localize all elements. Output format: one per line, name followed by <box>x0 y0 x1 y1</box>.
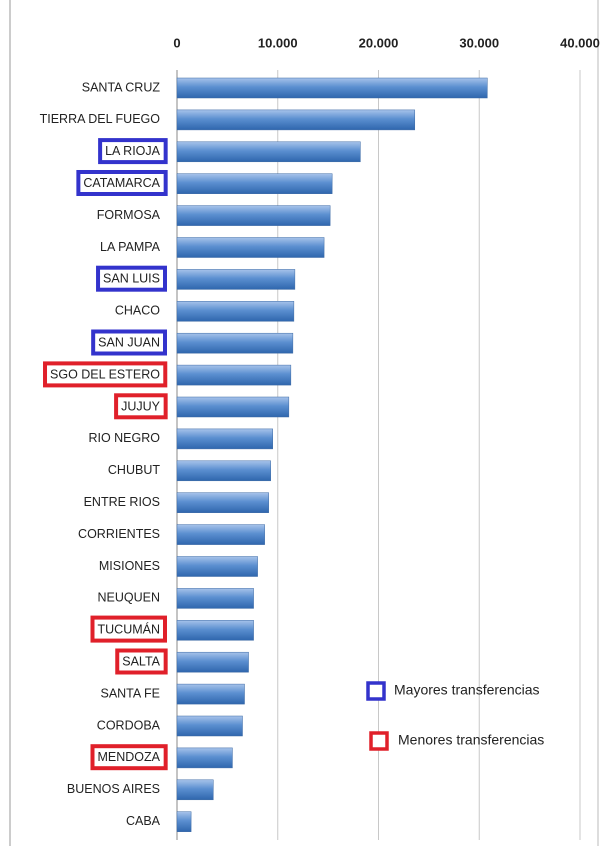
y-tick-label: CORDOBA <box>97 718 161 732</box>
y-tick-label: ENTRE RIOS <box>84 495 160 509</box>
highlight-box <box>76 169 168 196</box>
y-tick-label: SAN LUIS <box>103 272 160 286</box>
bar <box>176 715 243 737</box>
y-tick-label: SANTA FE <box>100 686 160 700</box>
bar <box>176 237 325 258</box>
y-tick-label: SANTA CRUZ <box>82 80 161 94</box>
bar <box>176 173 333 194</box>
y-tick-label: CORRIENTES <box>78 527 160 541</box>
bar <box>176 556 258 577</box>
y-tick-label: SAN JUAN <box>98 335 160 349</box>
y-tick-label: LA PAMPA <box>100 240 161 254</box>
bar <box>176 492 269 513</box>
y-tick-label: MENDOZA <box>98 750 161 764</box>
bar <box>176 747 233 769</box>
y-tick-label: LA RIOJA <box>105 144 161 158</box>
highlight-box <box>43 361 168 388</box>
bar <box>176 620 254 641</box>
x-tick-label: 30.000 <box>459 35 499 50</box>
bar <box>176 205 331 226</box>
bar <box>176 364 292 386</box>
y-tick-label: CATAMARCA <box>83 176 160 190</box>
highlight-box <box>96 265 167 292</box>
y-tick-label: TUCUMÁN <box>98 622 161 637</box>
bar <box>176 588 254 609</box>
bar <box>176 109 416 131</box>
bar <box>176 396 290 418</box>
bar <box>176 683 245 705</box>
y-tick-label: CHUBUT <box>108 463 160 477</box>
bar <box>176 428 273 450</box>
bar <box>176 651 249 673</box>
y-tick-label: NEUQUEN <box>97 591 160 605</box>
y-tick-label: MISIONES <box>99 559 160 573</box>
y-tick-label: TIERRA DEL FUEGO <box>40 112 161 126</box>
highlight-box <box>114 393 168 420</box>
y-tick-label: FORMOSA <box>97 208 161 222</box>
bar <box>176 779 214 801</box>
y-tick-label: JUJUY <box>121 399 161 413</box>
bar <box>176 332 294 354</box>
x-tick-label: 20.000 <box>359 35 399 50</box>
highlight-box <box>98 138 168 165</box>
legend-swatch <box>366 681 386 701</box>
bar <box>176 269 296 290</box>
highlight-box <box>90 744 168 771</box>
legend-label: Menores transferencias <box>398 732 544 748</box>
bar <box>176 460 271 482</box>
x-tick-label: 40.000 <box>560 35 600 50</box>
x-tick-label: 0 <box>173 35 180 50</box>
bar <box>176 524 265 545</box>
bar <box>176 77 488 99</box>
highlight-box <box>90 615 167 643</box>
y-tick-label: CHACO <box>115 304 160 318</box>
y-tick-label: RIO NEGRO <box>88 431 160 445</box>
x-tick-label: 10.000 <box>258 35 298 50</box>
bar <box>176 811 192 832</box>
y-tick-label: SALTA <box>122 654 160 668</box>
y-tick-label: BUENOS AIRES <box>67 782 160 796</box>
highlight-box <box>115 648 168 675</box>
legend-label: Mayores transferencias <box>394 682 540 698</box>
highlight-box <box>91 329 167 356</box>
y-tick-label: SGO DEL ESTERO <box>50 367 160 381</box>
bar <box>176 301 295 322</box>
y-tick-label: CABA <box>126 814 161 828</box>
legend-swatch <box>369 731 389 751</box>
bar <box>176 141 361 163</box>
